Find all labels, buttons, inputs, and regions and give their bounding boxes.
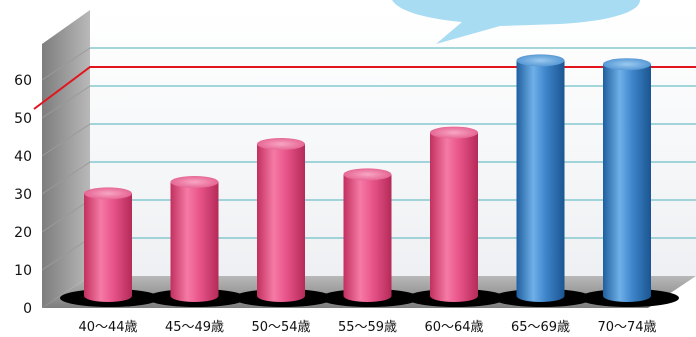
left-wall	[42, 10, 90, 308]
bar	[146, 176, 247, 307]
gridline-wall	[41, 85, 91, 119]
callout-bubble	[392, 0, 640, 44]
bar	[319, 168, 420, 307]
gridline-wall	[41, 47, 91, 81]
x-axis-categories: 40～44歳 45～49歳 50～54歳 55～59歳 60～64歳 65～69歳 70～7…	[78, 320, 656, 335]
y-axis-ticks: 0 10 20 30 40 50 60	[14, 73, 32, 317]
gridline-wall	[41, 161, 91, 195]
bar-body	[84, 193, 132, 302]
y-tick-label: 50	[14, 111, 32, 127]
bar-body	[343, 174, 392, 302]
bar	[492, 54, 593, 307]
bar	[60, 187, 160, 307]
gridline-wall	[41, 123, 91, 157]
bar-top	[257, 138, 305, 150]
y-tick-label: 30	[14, 187, 32, 203]
bar	[233, 138, 333, 307]
reference-line	[33, 66, 696, 110]
y-tick-label: 20	[14, 225, 32, 241]
bar-top	[170, 176, 219, 188]
bar-top	[343, 168, 392, 181]
x-tick-label: 60～64歳	[424, 320, 483, 335]
bar-top	[603, 58, 651, 71]
x-tick-label: 40～44歳	[78, 320, 137, 335]
x-tick-label: 65～69歳	[511, 320, 570, 335]
bar-body	[170, 182, 219, 302]
bar	[579, 58, 679, 307]
bar-top	[430, 126, 478, 139]
bars	[60, 54, 679, 307]
gridline-wall	[41, 237, 91, 271]
bar-top	[84, 187, 132, 200]
bar-body	[516, 60, 565, 303]
bar-body	[603, 64, 651, 302]
y-tick-label: 0	[23, 301, 32, 317]
x-tick-label: 45～49歳	[165, 320, 224, 335]
y-tick-label: 10	[14, 263, 32, 279]
bar-body	[430, 132, 478, 302]
x-tick-label: 55～59歳	[338, 320, 397, 335]
reference-line-path	[33, 66, 696, 110]
y-tick-label: 60	[14, 73, 32, 89]
gridline-wall	[41, 199, 91, 233]
bar	[406, 126, 506, 307]
bar-body	[257, 144, 305, 302]
bar-top	[516, 54, 565, 67]
x-tick-label: 50～54歳	[251, 320, 310, 335]
y-tick-label: 40	[14, 149, 32, 165]
x-tick-label: 70～74歳	[597, 320, 656, 335]
